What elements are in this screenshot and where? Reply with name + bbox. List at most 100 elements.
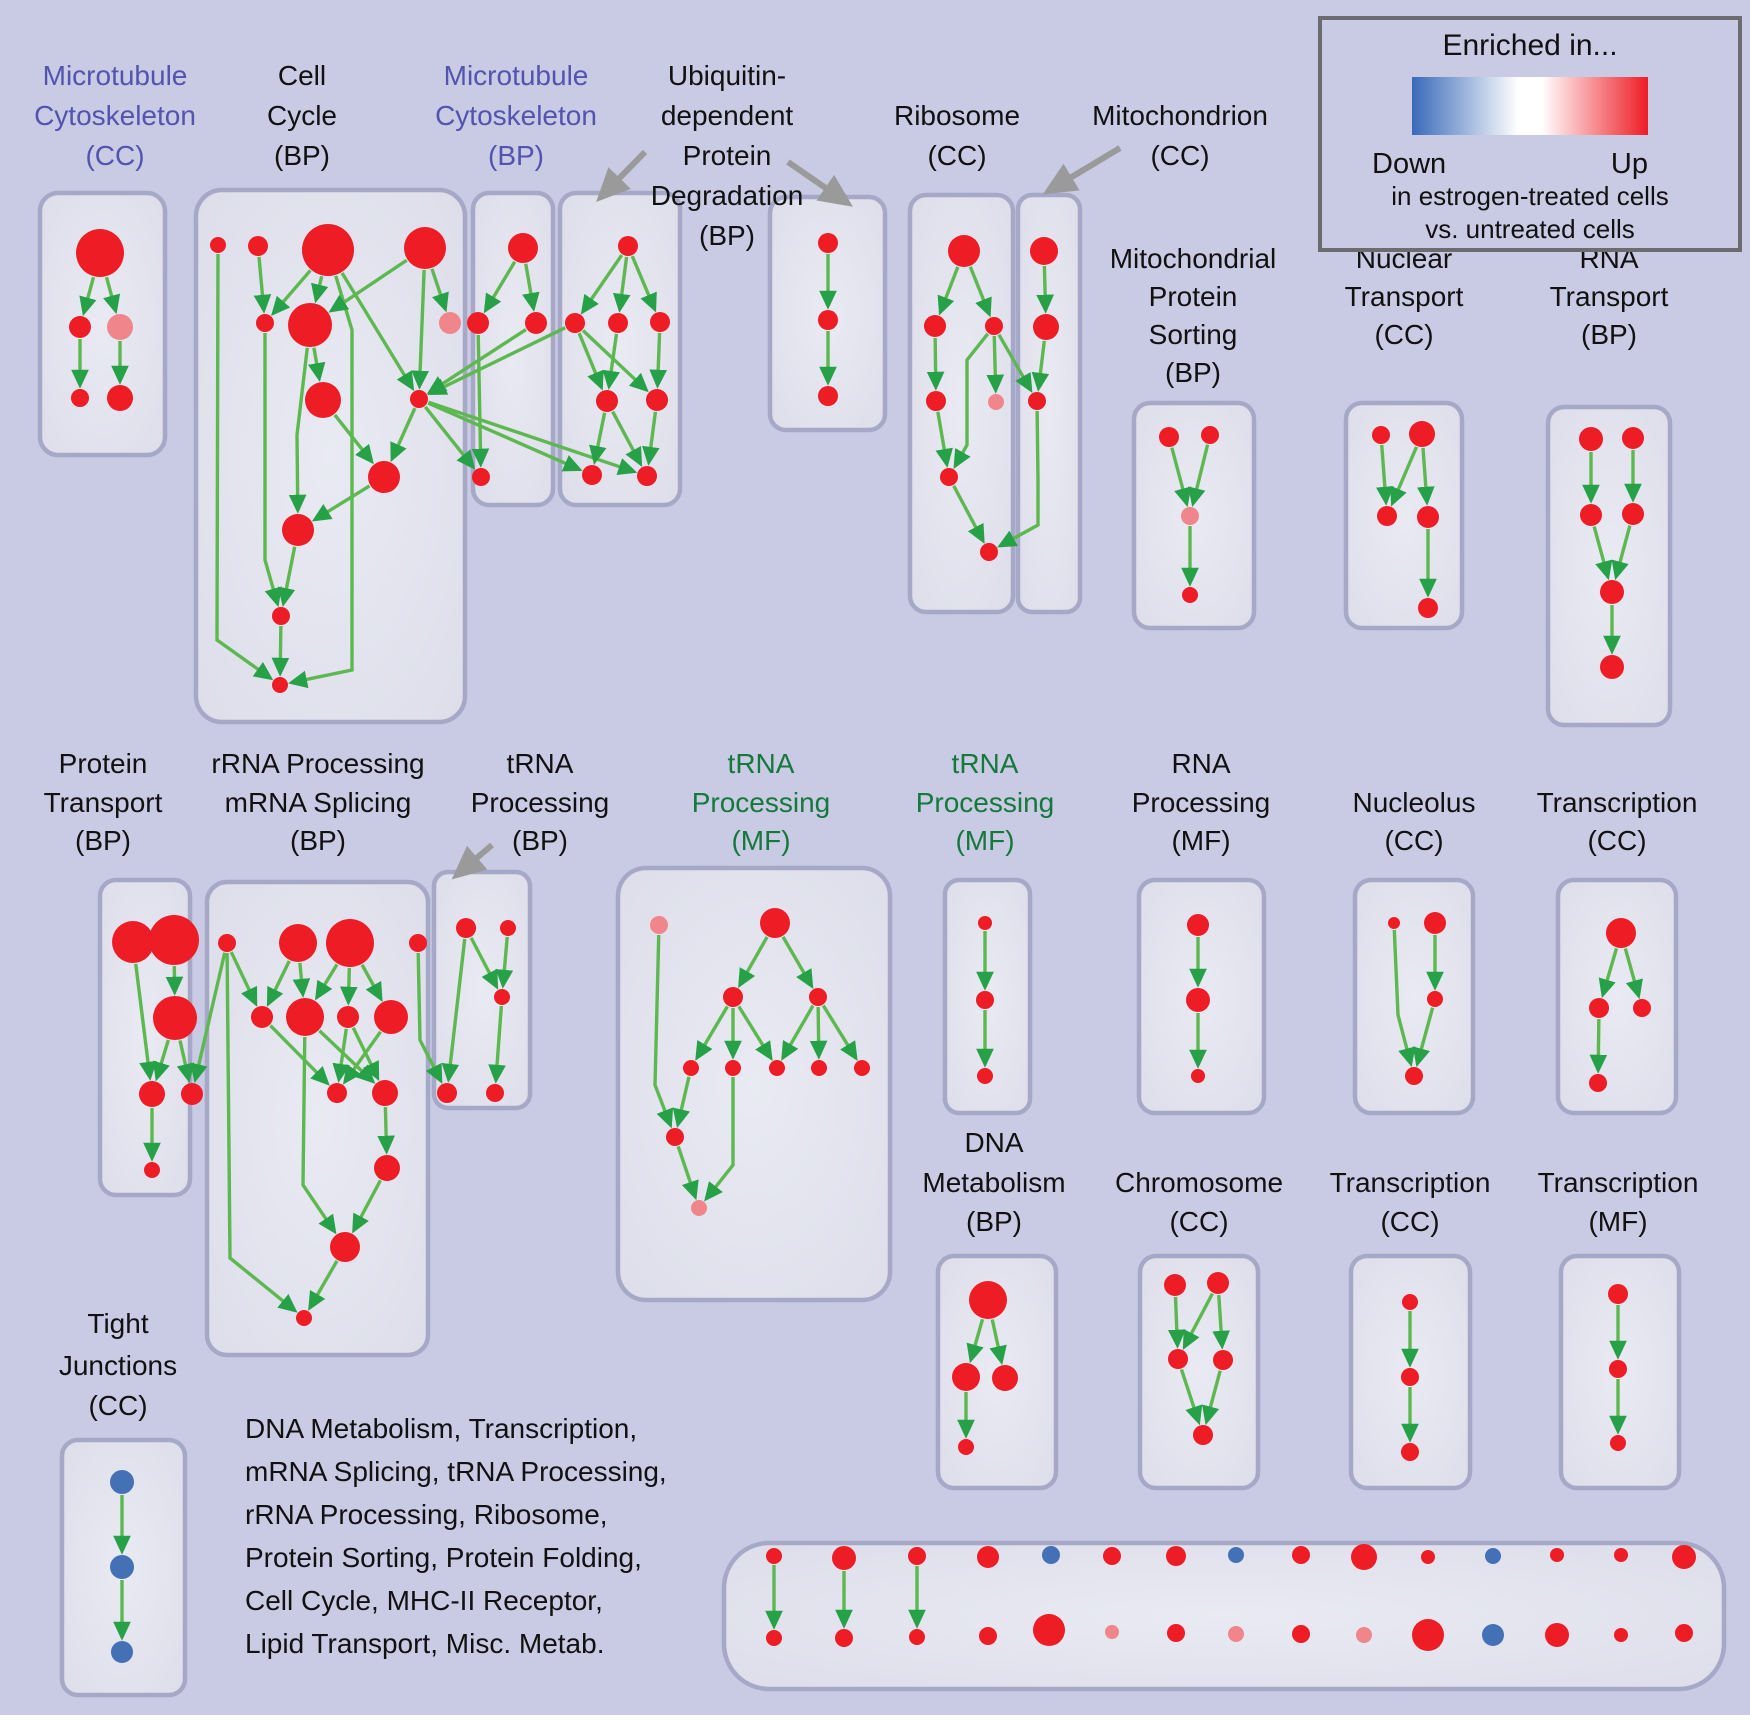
go-term-node (272, 677, 288, 693)
go-term-node (1042, 1546, 1060, 1564)
go-term-node (818, 386, 838, 406)
go-term-node (1672, 1545, 1696, 1569)
go-term-node (1033, 314, 1059, 340)
group-label-line: Cytoskeleton (34, 100, 196, 131)
group-label-line: tRNA (507, 748, 574, 779)
go-term-node (565, 313, 585, 333)
go-term-node (210, 237, 226, 253)
go-term-node (1186, 988, 1210, 1012)
group-label-line: (CC) (1169, 1206, 1228, 1237)
go-term-node (1103, 1547, 1121, 1565)
group-label-line: Transcription (1537, 787, 1698, 818)
group-ubiquitin-degradation-bp-1 (560, 193, 680, 505)
group-label-line: Protein (59, 748, 148, 779)
edge-arrow (1175, 1297, 1177, 1344)
group-label-line: Tight (87, 1308, 148, 1339)
go-term-node (288, 303, 332, 347)
go-term-node (69, 316, 91, 338)
misc-categories-text-line: Protein Sorting, Protein Folding, (245, 1542, 642, 1573)
go-term-node (766, 1548, 782, 1564)
legend-up-label: Up (1611, 148, 1648, 180)
go-term-node (374, 1000, 408, 1034)
go-term-node (218, 934, 236, 952)
go-term-node (1550, 1548, 1564, 1562)
go-term-node (978, 916, 992, 930)
go-term-node (988, 394, 1004, 410)
go-term-node (456, 918, 476, 938)
go-term-node (1159, 427, 1179, 447)
go-term-node (76, 229, 124, 277)
go-term-node (1608, 1284, 1628, 1304)
edge-arrow (994, 336, 995, 389)
go-term-node (1589, 1074, 1607, 1092)
edge-arrow (818, 1007, 819, 1055)
go-term-node (337, 1006, 359, 1028)
go-term-node (854, 1060, 870, 1076)
go-term-node (985, 317, 1003, 335)
go-term-node (1545, 1623, 1569, 1647)
go-term-node (1580, 504, 1602, 526)
go-term-node (1167, 1624, 1185, 1642)
group-label-line: Sorting (1149, 319, 1238, 350)
go-term-node (582, 465, 602, 485)
go-term-node (279, 924, 317, 962)
group-chromosome-cc (1140, 1256, 1258, 1488)
legend: Enriched in... Down Up in estrogen-treat… (1320, 18, 1740, 250)
go-term-node (139, 1081, 165, 1107)
group-label-line: Processing (692, 787, 831, 818)
group-label-line: (MF) (731, 825, 790, 856)
go-term-node (977, 1068, 993, 1084)
go-term-node (472, 468, 490, 486)
group-label-line: Junctions (59, 1350, 177, 1381)
group-label-line: Nucleolus (1353, 787, 1476, 818)
group-label-line: Processing (471, 787, 610, 818)
go-term-node (1610, 1435, 1626, 1451)
edge-arrow (935, 338, 936, 386)
go-term-node (683, 1060, 699, 1076)
go-term-node (1356, 1627, 1372, 1643)
group-label-line: Mitochondrial (1110, 243, 1277, 274)
group-label-line: (CC) (1150, 140, 1209, 171)
go-term-node (374, 1155, 400, 1181)
group-label-line: (CC) (1374, 319, 1433, 350)
go-term-node (691, 1200, 707, 1216)
go-term-node (809, 988, 827, 1006)
group-label-line: (BP) (290, 825, 346, 856)
group-label-line: Transport (1345, 281, 1464, 312)
go-term-node (1401, 1443, 1419, 1461)
group-label-line: mRNA Splicing (225, 787, 412, 818)
go-term-node (977, 1546, 999, 1568)
group-rrna-processing-mrna-splicing-bp (207, 882, 428, 1355)
go-term-node (282, 514, 314, 546)
group-label-line: RNA (1171, 748, 1230, 779)
group-label-line: (BP) (966, 1206, 1022, 1237)
go-term-node (181, 1083, 203, 1105)
go-term-node (1228, 1626, 1244, 1642)
go-term-node (1207, 1272, 1229, 1294)
go-term-node (976, 991, 994, 1009)
go-term-node (948, 235, 980, 267)
go-term-node (248, 236, 268, 256)
go-term-node (1427, 991, 1443, 1007)
go-term-node (437, 1083, 457, 1103)
go-term-node (1600, 580, 1624, 604)
edge-arrow (348, 968, 349, 1001)
go-term-node (608, 313, 628, 333)
group-label-line: Degradation (651, 180, 804, 211)
go-term-node (112, 921, 154, 963)
go-term-node (439, 312, 461, 334)
go-term-node (1168, 1349, 1188, 1369)
group-label-line: Chromosome (1115, 1167, 1283, 1198)
go-term-node (1600, 655, 1624, 679)
go-term-node (924, 315, 946, 337)
go-term-node (110, 1470, 134, 1494)
go-term-node (725, 1060, 741, 1076)
go-term-node (1418, 598, 1438, 618)
go-term-node (980, 543, 998, 561)
go-term-node (404, 227, 446, 269)
go-term-node (1421, 1550, 1435, 1564)
go-term-node (1485, 1548, 1501, 1564)
edge-arrow (658, 333, 660, 384)
go-term-node (1609, 1360, 1627, 1378)
